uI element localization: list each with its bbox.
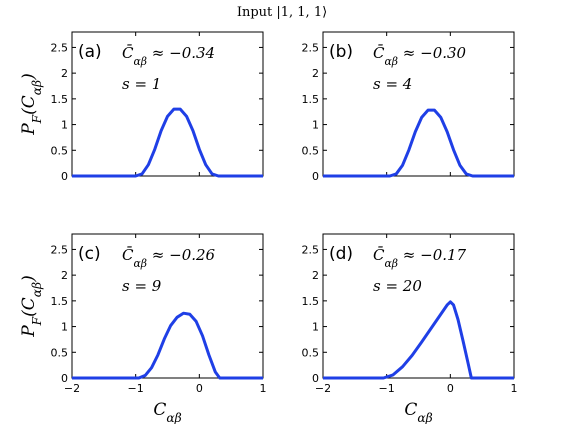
panel-a: 0 0.5 1 1.5 2 2.5 (a) C̄αβ ≈ −0.34 s = 1 PF(Cαβ) (19, 31, 264, 183)
panel-d: 0 0.5 1 1.5 2 2.5 −2 −1 0 1 (d) C̄αβ ≈ −0.17 s = 20 C… (302, 233, 518, 424)
y-tick-label: 2.5 (51, 41, 69, 54)
y-tick-label: 0.5 (51, 144, 69, 157)
y-tick-label: 0 (61, 170, 68, 183)
panel-label: (d) (329, 244, 353, 264)
panel-c: 0 0.5 1 1.5 2 2.5 −2 −1 0 1 (c) C̄αβ ≈ −0.26 s = 9 PF… (19, 233, 267, 424)
y-tick-label: 0.5 (51, 346, 69, 359)
s-annotation: s = 4 (373, 75, 412, 93)
mean-annotation: C̄αβ ≈ −0.34 (122, 44, 215, 68)
axes-frame (322, 31, 515, 177)
x-tick-label: −2 (64, 382, 80, 395)
y-tick-label: 1 (312, 119, 319, 132)
y-tick-label: 2.5 (302, 243, 320, 256)
axes-frame (71, 233, 264, 379)
y-tick-label: 1 (61, 321, 68, 334)
axes-frame (322, 233, 515, 379)
y-tick-label: 1 (61, 119, 68, 132)
x-tick-label: 1 (260, 382, 267, 395)
panel-label: (a) (78, 42, 102, 62)
y-tick-label: 1.5 (51, 295, 69, 308)
distribution-curve (72, 311, 263, 380)
x-tick-label: 1 (511, 382, 518, 395)
panel-b: 0 0.5 1 1.5 2 2.5 (b) C̄αβ ≈ −0.30 s = 4 (302, 31, 515, 183)
x-axis-label: Cαβ (153, 400, 181, 424)
panel-label: (b) (329, 42, 353, 62)
y-tick-label: 1.5 (51, 93, 69, 106)
y-tick-label: 2 (61, 269, 68, 282)
y-tick-label: 2 (312, 67, 319, 80)
y-tick-label: 1.5 (302, 93, 320, 106)
mean-annotation: C̄αβ ≈ −0.17 (373, 246, 467, 270)
figure-title: Input |1, 1, 1⟩ (237, 5, 327, 20)
y-tick-label: 0 (61, 372, 68, 385)
s-annotation: s = 20 (373, 277, 422, 295)
x-tick-label: 0 (196, 382, 203, 395)
x-tick-label: −1 (379, 382, 395, 395)
y-tick-label: 0.5 (302, 346, 320, 359)
y-tick-label: 2 (61, 67, 68, 80)
y-tick-label: 1 (312, 321, 319, 334)
s-annotation: s = 9 (122, 277, 162, 295)
x-tick-label: −1 (128, 382, 144, 395)
y-axis-label: PF(Cαβ) (19, 73, 44, 136)
y-tick-label: 2 (312, 269, 319, 282)
x-axis-label: Cαβ (404, 400, 432, 424)
panels-group: 00.511.522.5 (a) C̄αβ ≈ −0.34s = 1PF(Cαβ)0… (19, 31, 518, 424)
y-tick-label: 0 (312, 170, 319, 183)
y-tick-label: 2.5 (51, 243, 69, 256)
distribution-curve (323, 300, 514, 380)
distribution-curve (72, 107, 263, 178)
mean-annotation: C̄αβ ≈ −0.30 (373, 44, 467, 68)
y-tick-label: 0.5 (302, 144, 320, 157)
mean-annotation: C̄αβ ≈ −0.26 (122, 246, 216, 270)
s-annotation: s = 1 (122, 75, 161, 93)
y-tick-label: 1.5 (302, 295, 320, 308)
distribution-curve (323, 108, 514, 178)
y-tick-label: 0 (312, 372, 319, 385)
x-tick-label: 0 (447, 382, 454, 395)
axes-frame (71, 31, 264, 177)
y-axis-label: PF(Cαβ) (19, 275, 44, 338)
panel-label: (c) (78, 244, 101, 264)
y-tick-label: 2.5 (302, 41, 320, 54)
x-tick-label: −2 (315, 382, 331, 395)
